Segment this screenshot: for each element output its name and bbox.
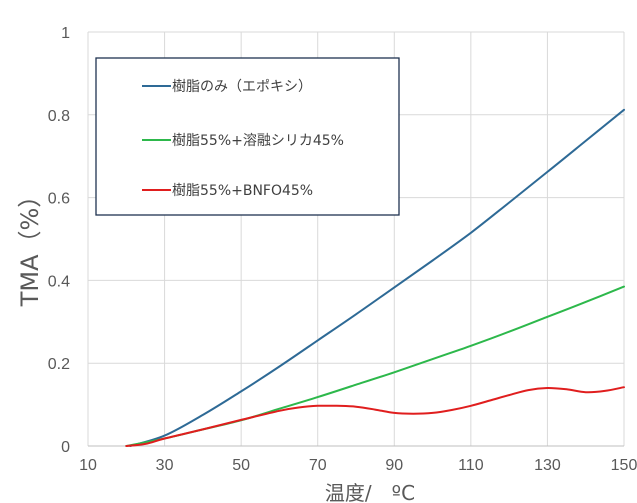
y-axis-label: TMA（%） [16,184,44,308]
y-tick-label: 0.6 [48,191,70,208]
x-tick-label: 90 [385,457,403,474]
x-tick-label: 150 [611,457,637,474]
x-tick-label: 10 [79,457,97,474]
horizontal-gridlines [88,31,624,447]
y-tick-label: 0.8 [48,108,70,125]
x-tick-label: 70 [309,457,327,474]
x-tick-label: 50 [232,457,250,474]
y-tick-labels: 0 0.2 0.4 0.6 0.8 1 [48,25,70,456]
y-tick-label: 0 [61,439,70,456]
x-tick-label: 130 [534,457,561,474]
y-tick-label: 0.4 [48,273,70,290]
legend-label-3: 樹脂55%+BNFO45% [172,183,313,199]
y-tick-label: 0.2 [48,356,70,373]
series-line-3 [125,386,625,447]
legend-label-1: 樹脂のみ（エポキシ） [172,79,312,95]
series-line-1 [129,108,625,447]
legend-label-2: 樹脂55%+溶融シリカ45% [172,133,344,149]
x-tick-labels: 10 30 50 70 90 110 130 150 [79,457,637,474]
y-tick-label: 1 [61,25,70,42]
x-tick-label: 30 [156,457,174,474]
series-lines [125,108,625,447]
legend-box [95,57,400,216]
legend: 樹脂のみ（エポキシ） 樹脂55%+溶融シリカ45% 樹脂55%+BNFO45% [95,57,400,216]
x-tick-label: 110 [458,457,484,474]
x-axis-label: 温度/ ºC [325,481,415,503]
